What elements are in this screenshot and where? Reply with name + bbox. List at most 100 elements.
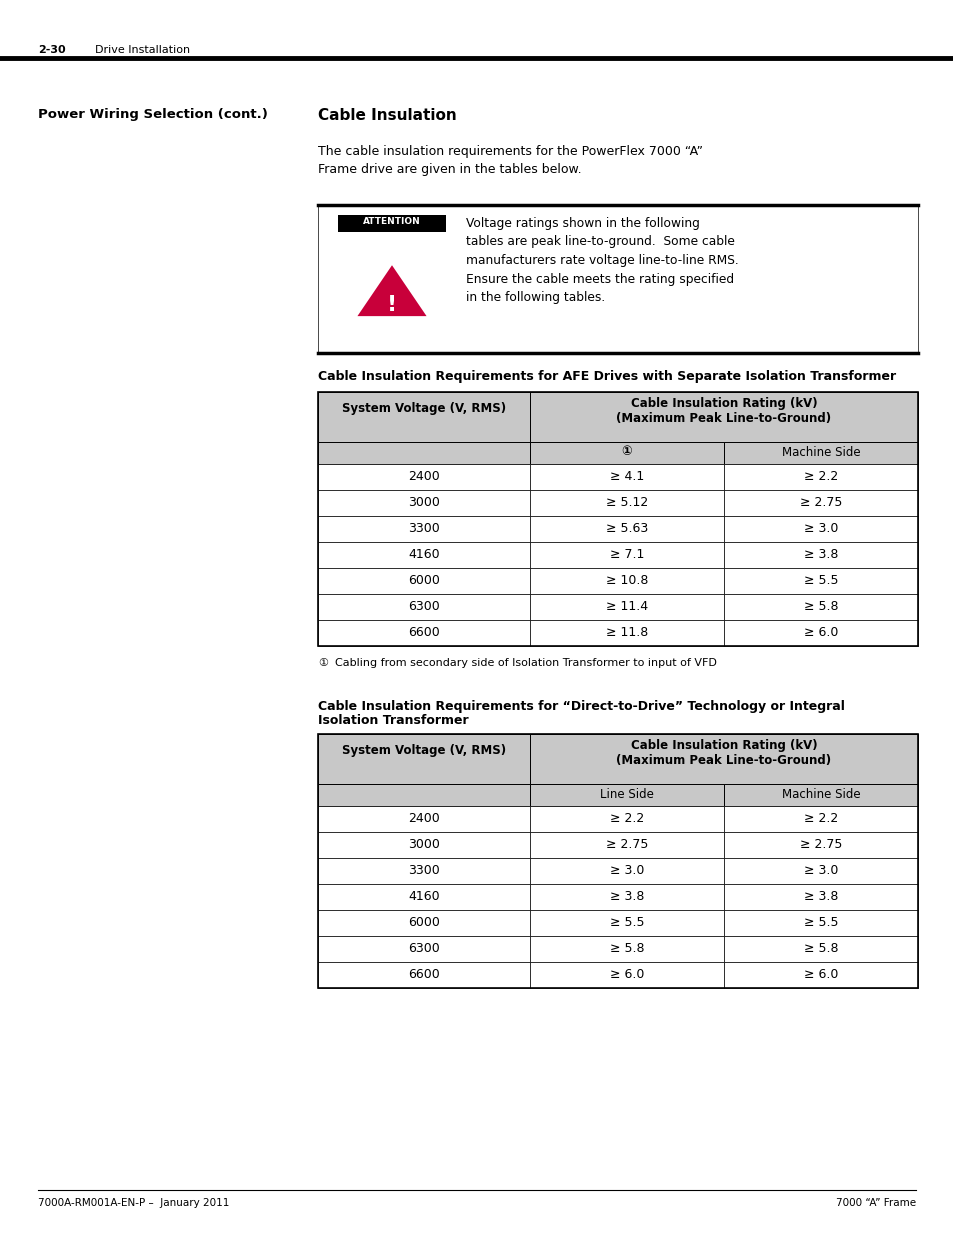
Text: ≥ 2.75: ≥ 2.75 xyxy=(605,839,647,851)
Bar xyxy=(317,490,530,516)
Bar xyxy=(337,215,446,232)
Text: ≥ 3.0: ≥ 3.0 xyxy=(803,864,838,877)
Bar xyxy=(530,734,917,784)
Bar xyxy=(317,734,917,988)
Bar xyxy=(530,594,723,620)
Bar xyxy=(317,594,530,620)
Bar xyxy=(530,858,723,884)
Bar xyxy=(317,620,530,646)
Text: !: ! xyxy=(387,295,396,315)
Text: 3300: 3300 xyxy=(408,864,439,877)
Text: ≥ 7.1: ≥ 7.1 xyxy=(609,548,643,561)
Bar xyxy=(530,516,723,542)
Text: ≥ 6.0: ≥ 6.0 xyxy=(803,626,838,638)
Text: 7000 “A” Frame: 7000 “A” Frame xyxy=(835,1198,915,1208)
Bar xyxy=(723,936,917,962)
Bar xyxy=(723,568,917,594)
Bar xyxy=(317,910,530,936)
Text: ATTENTION: ATTENTION xyxy=(363,217,420,226)
Text: Cable Insulation Rating (kV)
(Maximum Peak Line-to-Ground): Cable Insulation Rating (kV) (Maximum Pe… xyxy=(616,739,831,767)
Bar xyxy=(723,620,917,646)
Text: 6000: 6000 xyxy=(408,574,439,587)
Text: ≥ 5.12: ≥ 5.12 xyxy=(605,496,647,509)
Bar xyxy=(317,542,530,568)
Text: ≥ 2.75: ≥ 2.75 xyxy=(799,839,841,851)
Bar xyxy=(530,884,723,910)
Bar xyxy=(317,391,530,442)
Text: 3000: 3000 xyxy=(408,839,439,851)
Bar xyxy=(530,490,723,516)
Bar xyxy=(317,884,530,910)
Text: 6000: 6000 xyxy=(408,916,439,929)
Text: ①: ① xyxy=(317,658,328,668)
Text: ≥ 10.8: ≥ 10.8 xyxy=(605,574,647,587)
Bar xyxy=(317,936,530,962)
Bar xyxy=(530,910,723,936)
Text: 6300: 6300 xyxy=(408,600,439,613)
Bar xyxy=(317,516,530,542)
Text: ≥ 3.0: ≥ 3.0 xyxy=(609,864,643,877)
Text: ①: ① xyxy=(621,445,632,458)
Text: ≥ 5.5: ≥ 5.5 xyxy=(803,574,838,587)
Text: Cable Insulation Requirements for AFE Drives with Separate Isolation Transformer: Cable Insulation Requirements for AFE Dr… xyxy=(317,370,895,383)
Text: ≥ 3.8: ≥ 3.8 xyxy=(803,548,838,561)
Bar xyxy=(530,784,723,806)
Bar xyxy=(530,442,723,464)
Bar xyxy=(530,542,723,568)
Text: ≥ 2.2: ≥ 2.2 xyxy=(803,811,838,825)
Text: Isolation Transformer: Isolation Transformer xyxy=(317,714,468,727)
Text: Drive Installation: Drive Installation xyxy=(95,44,190,56)
Bar xyxy=(317,858,530,884)
Bar xyxy=(723,910,917,936)
Bar xyxy=(530,391,917,442)
Text: Cable Insulation: Cable Insulation xyxy=(317,107,456,124)
Bar xyxy=(317,205,917,353)
Bar xyxy=(723,594,917,620)
Bar xyxy=(317,464,530,490)
Bar xyxy=(530,936,723,962)
Bar xyxy=(723,490,917,516)
Text: ≥ 3.8: ≥ 3.8 xyxy=(803,890,838,903)
Text: ≥ 3.8: ≥ 3.8 xyxy=(609,890,643,903)
Text: 7000A-RM001A-EN-P –  January 2011: 7000A-RM001A-EN-P – January 2011 xyxy=(38,1198,229,1208)
Text: The cable insulation requirements for the PowerFlex 7000 “A”
Frame drive are giv: The cable insulation requirements for th… xyxy=(317,144,702,177)
Bar xyxy=(723,464,917,490)
Polygon shape xyxy=(357,266,426,316)
Text: ≥ 2.75: ≥ 2.75 xyxy=(799,496,841,509)
Text: 3300: 3300 xyxy=(408,522,439,535)
Text: System Voltage (V, RMS): System Voltage (V, RMS) xyxy=(341,403,505,415)
Bar xyxy=(723,542,917,568)
Bar xyxy=(723,806,917,832)
Text: 6300: 6300 xyxy=(408,942,439,955)
Bar xyxy=(317,832,530,858)
Bar xyxy=(723,832,917,858)
Text: Machine Side: Machine Side xyxy=(781,788,860,802)
Bar xyxy=(723,884,917,910)
Text: Machine Side: Machine Side xyxy=(781,446,860,459)
Text: 6600: 6600 xyxy=(408,626,439,638)
Text: ≥ 6.0: ≥ 6.0 xyxy=(803,968,838,981)
Bar xyxy=(530,962,723,988)
Text: ≥ 5.8: ≥ 5.8 xyxy=(803,942,838,955)
Text: ≥ 6.0: ≥ 6.0 xyxy=(609,968,643,981)
Text: ≥ 5.5: ≥ 5.5 xyxy=(803,916,838,929)
Text: ≥ 3.0: ≥ 3.0 xyxy=(803,522,838,535)
Text: ≥ 2.2: ≥ 2.2 xyxy=(609,811,643,825)
Text: ≥ 11.8: ≥ 11.8 xyxy=(605,626,647,638)
Text: 2400: 2400 xyxy=(408,811,439,825)
Bar xyxy=(723,784,917,806)
Text: Cable Insulation Rating (kV)
(Maximum Peak Line-to-Ground): Cable Insulation Rating (kV) (Maximum Pe… xyxy=(616,396,831,425)
Text: ≥ 5.63: ≥ 5.63 xyxy=(605,522,647,535)
Bar xyxy=(317,784,530,806)
Text: 6600: 6600 xyxy=(408,968,439,981)
Text: Power Wiring Selection (cont.): Power Wiring Selection (cont.) xyxy=(38,107,268,121)
Bar xyxy=(317,391,917,646)
Bar xyxy=(723,962,917,988)
Bar xyxy=(530,568,723,594)
Text: ≥ 11.4: ≥ 11.4 xyxy=(605,600,647,613)
Text: ≥ 2.2: ≥ 2.2 xyxy=(803,471,838,483)
Text: Cable Insulation Requirements for “Direct-to-Drive” Technology or Integral: Cable Insulation Requirements for “Direc… xyxy=(317,700,844,713)
Text: 4160: 4160 xyxy=(408,548,439,561)
Bar xyxy=(317,442,530,464)
Bar xyxy=(723,516,917,542)
